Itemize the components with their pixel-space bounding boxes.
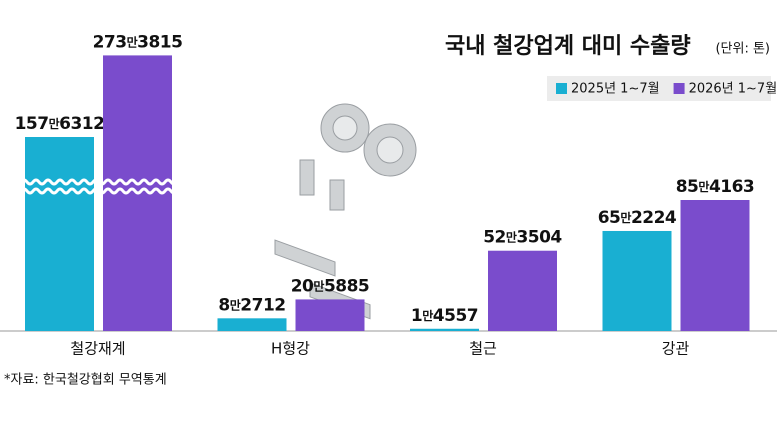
chart-title: 국내 철강업계 대미 수출량 xyxy=(445,34,691,59)
x-tick-label: H형강 xyxy=(271,340,310,358)
unit-label: (단위: 톤) xyxy=(715,42,770,57)
bar xyxy=(25,137,94,331)
value-label: 52만3504 xyxy=(483,228,562,248)
value-label: 157만6312 xyxy=(15,114,105,134)
legend-label: 2025년 1~7월 xyxy=(571,82,660,97)
bar xyxy=(410,328,479,331)
x-tick-label: 철강재계 xyxy=(70,340,125,358)
value-label: 20만5885 xyxy=(291,276,370,296)
value-label: 273만3815 xyxy=(93,32,183,52)
bar xyxy=(488,250,557,331)
bar xyxy=(295,299,365,331)
value-label: 85만4163 xyxy=(676,177,755,197)
legend-swatch xyxy=(556,83,567,94)
axis-break xyxy=(19,187,179,195)
x-tick-label: 강관 xyxy=(662,340,690,358)
legend-box xyxy=(547,76,771,101)
bar xyxy=(680,200,750,331)
bar xyxy=(217,318,287,331)
legend-swatch xyxy=(673,83,685,94)
source: *자료: 한국철강협회 무역통계 xyxy=(4,373,167,388)
axis-break xyxy=(19,178,179,186)
value-label: 65만2224 xyxy=(598,208,677,228)
value-label: 1만4557 xyxy=(411,306,478,326)
bar xyxy=(602,230,672,331)
legend-label: 2026년 1~7월 xyxy=(689,82,777,97)
x-tick-label: 철근 xyxy=(469,340,497,358)
value-label: 8만2712 xyxy=(218,295,285,315)
